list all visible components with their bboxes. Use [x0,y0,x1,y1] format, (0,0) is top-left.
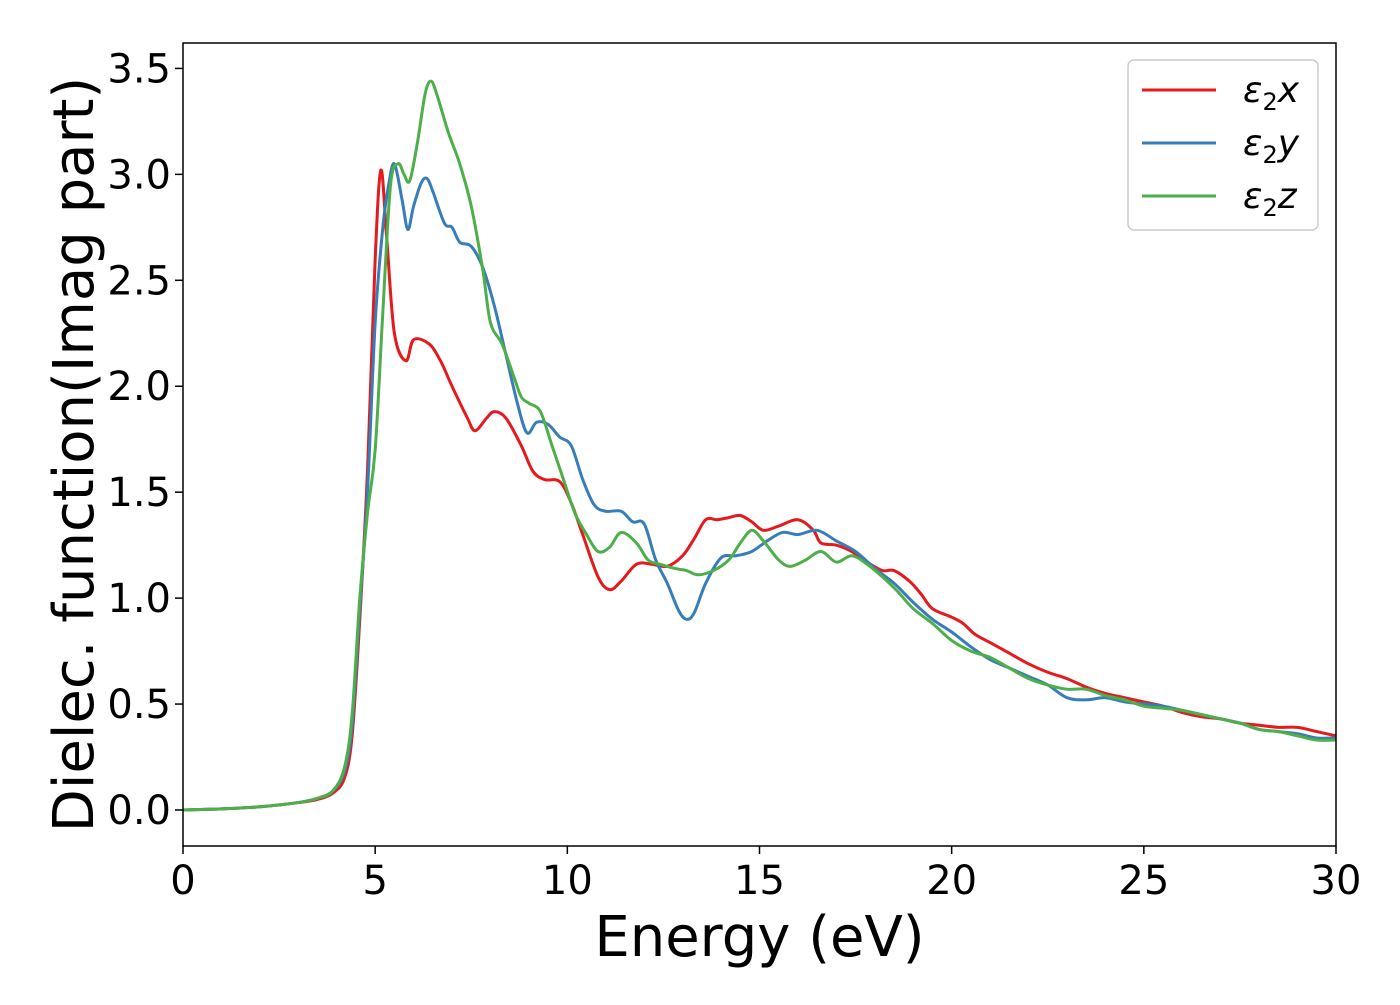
y-axis: 0.0 0.5 1.0 1.5 2.0 2.5 3.0 3.5 [107,46,183,834]
x-tick-label: 20 [926,858,977,904]
legend-entry-y: ε2y [1142,123,1300,169]
legend-label: ε2y [1243,123,1300,169]
legend-label: ε2x [1243,70,1300,116]
x-tick-label: 0 [170,858,195,904]
legend-label: ε2z [1243,176,1298,222]
x-tick-label: 10 [542,858,593,904]
legend-box [1127,59,1319,231]
y-tick-label: 0.5 [107,682,171,728]
y-tick-label: 3.5 [107,46,171,92]
series-line-y [182,162,1337,812]
y-tick-label: 2.5 [107,258,171,304]
y-tick-label: 1.0 [107,576,171,622]
legend-entry-z: ε2z [1142,176,1298,222]
y-tick-label: 1.5 [107,470,171,516]
x-tick-label: 5 [362,858,387,904]
series-lines [182,79,1337,812]
legend-entry-x: ε2x [1142,70,1300,116]
series-line-x [182,168,1337,812]
y-axis-title: Dielec. function(Imag part) [42,77,107,833]
y-tick-label: 2.0 [107,364,171,410]
x-axis-title: Energy (eV) [594,905,924,970]
x-tick-label: 15 [734,858,785,904]
x-axis: 0 5 10 15 20 25 30 [170,846,1361,904]
y-tick-label: 0.0 [107,788,171,834]
series-line-z [182,79,1337,812]
x-tick-label: 30 [1311,858,1362,904]
y-tick-label: 3.0 [107,152,171,198]
x-tick-label: 25 [1118,858,1169,904]
legend: ε2x ε2y ε2z [1127,59,1319,231]
